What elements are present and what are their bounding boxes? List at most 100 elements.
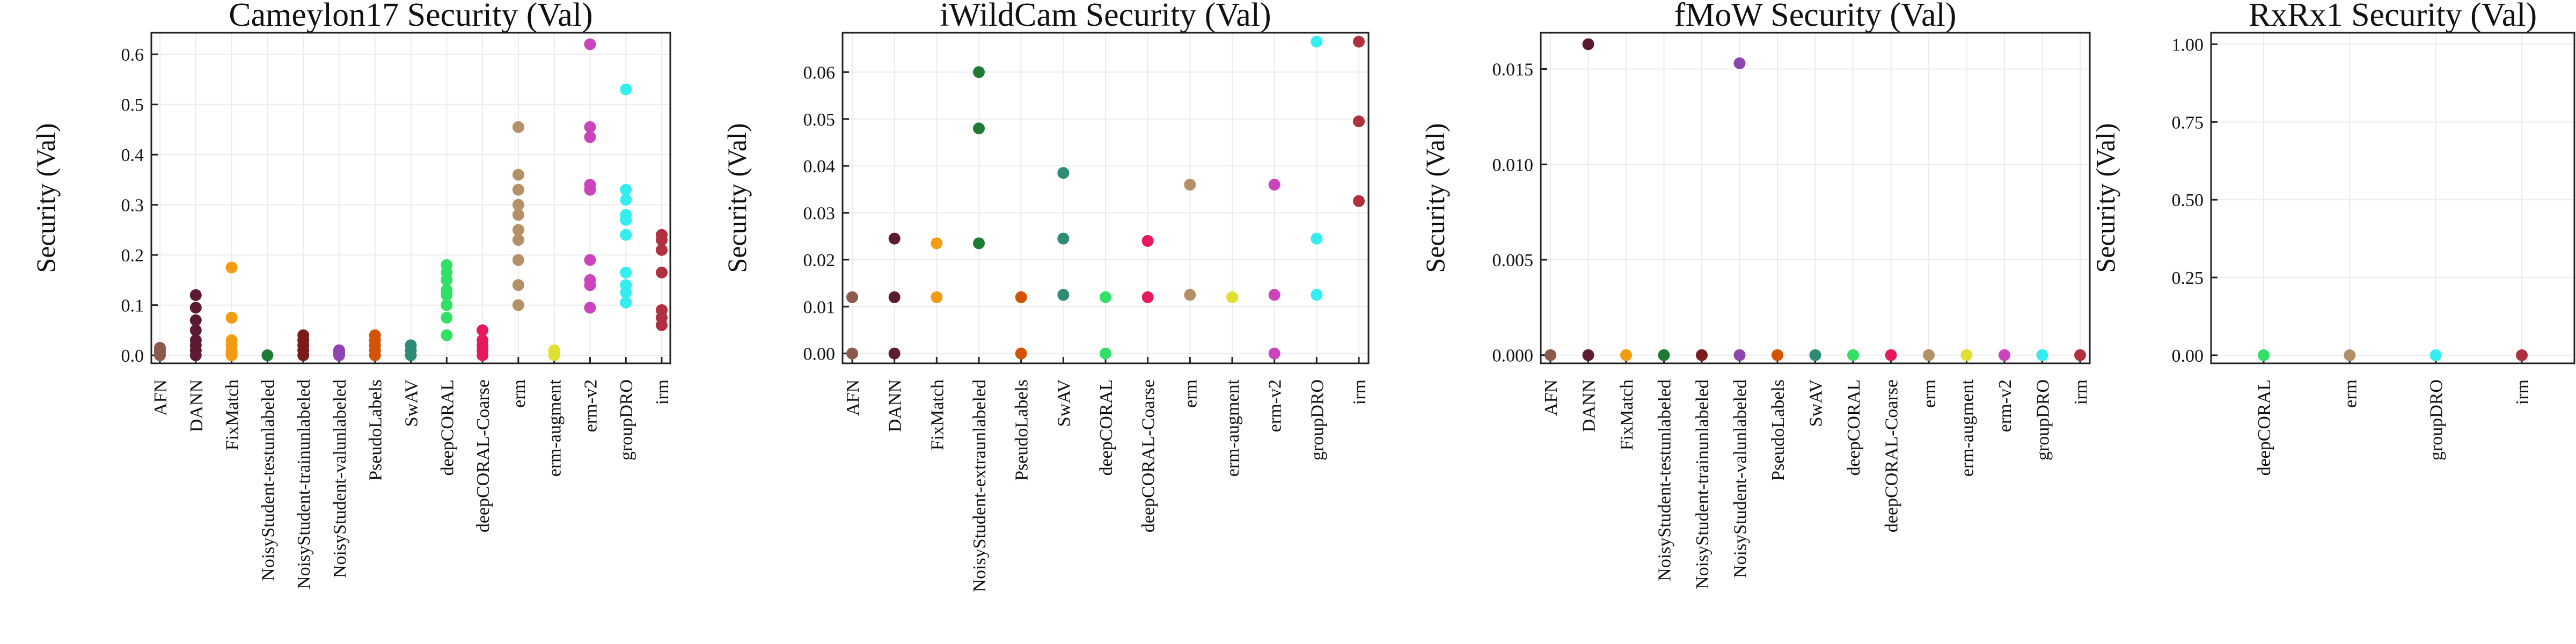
point	[1015, 347, 1027, 360]
point	[846, 291, 858, 303]
y-tick-label: 0.00	[2172, 346, 2204, 366]
chart-title: fMoW Security (Val)	[1674, 0, 1957, 33]
point	[584, 131, 596, 143]
point	[512, 184, 524, 196]
x-tick-label: NoisyStudent-valunlabeled	[330, 379, 350, 578]
point	[297, 329, 310, 341]
y-tick-label: 0.00	[803, 345, 836, 364]
y-tick-label: 0.000	[1492, 346, 1534, 366]
point	[1847, 349, 1859, 361]
point	[584, 302, 596, 314]
point	[1057, 289, 1070, 301]
y-tick-label: 0.50	[2172, 191, 2204, 210]
y-tick-label: 0.05	[803, 110, 836, 130]
x-tick-label: deepCORAL	[1844, 379, 1864, 475]
x-tick-label: NoisyStudent-trainunlabeled	[1693, 379, 1713, 589]
point	[2344, 349, 2356, 361]
x-tick-label: deepCORAL	[437, 379, 457, 475]
chart-title: Cameylon17 Security (Val)	[229, 0, 592, 33]
y-tick-label: 0.75	[2172, 113, 2204, 133]
point	[512, 279, 524, 291]
point	[1582, 38, 1594, 50]
y-axis-label: Security (Val)	[31, 123, 61, 273]
point	[620, 194, 632, 206]
y-tick-label: 0.015	[1492, 60, 1534, 80]
point	[1184, 179, 1196, 191]
point	[973, 237, 985, 250]
plot-frame	[2210, 32, 2575, 364]
x-tick-label: AFN	[1541, 379, 1561, 416]
point	[512, 121, 524, 133]
point	[225, 311, 238, 324]
point	[1809, 349, 1821, 361]
point	[333, 344, 345, 356]
point	[1311, 35, 1323, 48]
point	[620, 296, 632, 309]
point	[1696, 349, 1708, 361]
x-tick-label: SwAV	[1054, 379, 1074, 427]
x-tick-label: erm	[509, 379, 529, 408]
point	[1311, 289, 1323, 301]
plot-frame	[150, 32, 671, 364]
y-tick-label: 0.5	[121, 96, 144, 115]
point	[512, 199, 524, 211]
y-axis-label: Security (Val)	[722, 123, 752, 273]
point	[405, 339, 417, 352]
point	[441, 259, 453, 271]
point	[441, 284, 453, 296]
x-tick-label: AFN	[843, 379, 863, 416]
x-tick-label: PseudoLabels	[1012, 379, 1032, 481]
point	[512, 254, 524, 266]
y-tick-label: 0.03	[803, 204, 836, 224]
x-tick-label: groupDRO	[617, 379, 636, 460]
y-tick-label: 0.010	[1492, 155, 1534, 175]
point	[888, 232, 901, 245]
x-tick-label: erm-v2	[1265, 379, 1285, 432]
point	[620, 279, 632, 291]
point	[2036, 349, 2048, 361]
x-tick-label: deepCORAL	[1096, 379, 1116, 475]
y-tick-label: 0.0	[121, 346, 144, 366]
x-tick-label: groupDRO	[2033, 379, 2053, 460]
plot-frame	[1540, 32, 2091, 364]
point	[584, 254, 596, 266]
point	[2516, 349, 2528, 361]
point	[477, 324, 489, 336]
y-tick-label: 0.04	[803, 157, 836, 177]
point	[1545, 349, 1556, 361]
point	[2074, 349, 2086, 361]
point	[512, 234, 524, 246]
x-tick-label: deepCORAL-Coarse	[473, 379, 493, 532]
x-tick-label: groupDRO	[1307, 379, 1327, 460]
point	[1620, 349, 1632, 361]
x-tick-label: PseudoLabels	[366, 379, 386, 481]
point	[261, 349, 274, 362]
x-tick-label: FixMatch	[223, 379, 243, 450]
x-tick-label: SwAV	[1806, 379, 1826, 427]
x-tick-label: NoisyStudent-extraunlabeled	[970, 379, 990, 592]
y-tick-label: 0.02	[803, 251, 836, 270]
point	[512, 299, 524, 311]
point	[931, 291, 943, 303]
point	[584, 179, 596, 191]
y-tick-label: 0.06	[803, 63, 836, 83]
point	[1268, 347, 1280, 360]
point	[620, 184, 632, 196]
x-tick-label: PseudoLabels	[1768, 379, 1788, 481]
point	[189, 334, 202, 347]
x-tick-label: irm	[1350, 379, 1370, 405]
point	[1015, 291, 1027, 303]
point	[441, 299, 453, 311]
point	[620, 209, 632, 221]
point	[441, 329, 453, 341]
point	[548, 344, 560, 356]
x-tick-label: DANN	[187, 379, 207, 432]
y-tick-label: 0.25	[2172, 268, 2204, 288]
point	[620, 266, 632, 279]
chart-title: iWildCam Security (Val)	[940, 0, 1271, 33]
x-tick-label: irm	[653, 379, 672, 405]
point	[1353, 115, 1365, 128]
y-axis-label: Security (Val)	[2090, 123, 2120, 273]
point	[846, 347, 858, 360]
